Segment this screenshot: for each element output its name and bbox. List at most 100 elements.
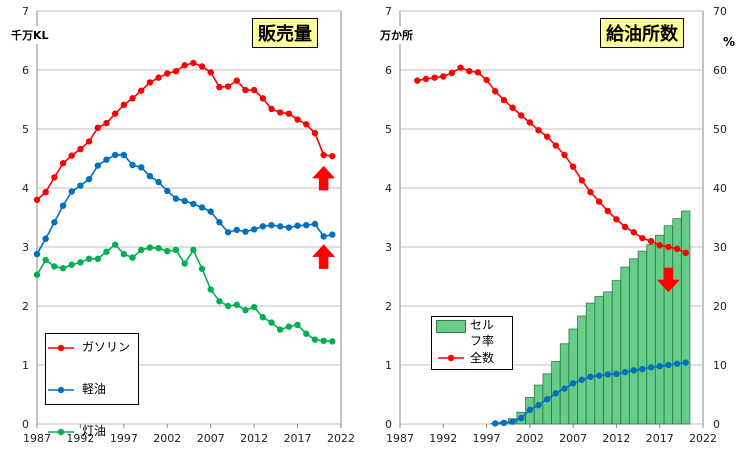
stations-x-tick-label: 2022 [689, 432, 717, 445]
gasoline-series-point [285, 110, 293, 117]
self-rate-bar [663, 225, 674, 425]
diesel-series-point [59, 202, 67, 209]
gas-station-chart: 0 1 2 3 4 5 6 7 1987 1992 1997 2002 2007 2012 2017 2022… [385, 5, 727, 445]
stations-x-tick-label: 2017 [646, 432, 674, 445]
sales-y-tick-label: 0 [22, 418, 29, 431]
total-stations-series-point [673, 245, 681, 252]
sales-y-tick-label: 1 [22, 359, 29, 372]
diesel-series-point [129, 161, 136, 169]
stations-x-tick-label: 1997 [473, 432, 501, 445]
gasoline-series-point [233, 77, 240, 84]
legend-label-total: 全数 [470, 351, 495, 365]
gasoline-series-point [85, 138, 93, 145]
self-stations-series-point [526, 406, 534, 414]
diesel-series-point [320, 233, 327, 240]
self-stations-series-point [587, 373, 594, 380]
gasoline-series-point [268, 105, 275, 113]
diesel-series-point [181, 197, 188, 205]
total-stations-series-point [483, 76, 490, 84]
legend-item-diesel: 軽油 [46, 379, 138, 400]
gasoline-series-point [181, 62, 188, 69]
diesel-series-point [190, 200, 197, 208]
self-stations-series-point [656, 362, 663, 370]
kerosene-series-point [198, 265, 206, 273]
legend-label: 灯油 [82, 424, 107, 438]
diesel-series-point [294, 222, 301, 229]
total-stations-series-point [431, 74, 438, 81]
self-stations-series-point [561, 385, 568, 392]
self-stations-series-point [682, 359, 689, 366]
self-rate-bar [629, 258, 639, 425]
up-arrow-icon [312, 244, 336, 269]
gasoline-series-point [172, 67, 180, 75]
sales-x-tick-label: 1997 [110, 432, 138, 445]
stations-y-right-tick-label: 40 [713, 182, 727, 195]
diesel-series-point [303, 221, 310, 229]
self-stations-series-point [492, 420, 499, 427]
diesel-series-point [311, 220, 319, 228]
stations-legend: セル フ率 全数 [431, 316, 513, 370]
kerosene-series-point [68, 261, 75, 268]
gasoline-series-point [242, 86, 249, 94]
kerosene-series-point [224, 302, 232, 310]
total-stations-series-point [647, 237, 655, 245]
sales-volume-chart-panel: 0 1 2 3 4 5 6 7 1987 1992 1997 2002 2007 2012 2017 2022… [0, 0, 365, 453]
self-stations-series-point [569, 380, 577, 387]
diesel-series-point [33, 250, 41, 258]
gasoline-series-point [216, 83, 223, 91]
stations-y-tick-label: 1 [385, 359, 392, 372]
self-rate-bar [559, 343, 570, 425]
total-stations-series-point [613, 216, 620, 223]
kerosene-series-point [190, 246, 197, 254]
total-stations-series-point [509, 104, 516, 111]
gasoline-series-point [59, 160, 67, 167]
self-stations-series-point [500, 419, 508, 427]
diesel-series-point [277, 223, 284, 230]
self-stations-series-point [647, 364, 655, 371]
diesel-series-point [42, 235, 49, 242]
gasoline-series-point [111, 110, 119, 117]
kerosene-series-point [277, 326, 284, 333]
total-stations-series-point [569, 163, 577, 170]
legend-item-kerosene: 灯油 [46, 421, 138, 442]
diesel-series-point [146, 173, 154, 180]
total-stations-series-point [639, 234, 646, 242]
gasoline-series-point [33, 196, 41, 203]
sales-x-tick-label: 2017 [284, 432, 312, 445]
legend-bar-swatch-icon [436, 320, 466, 333]
legend-label-self-rate-line2: フ率 [470, 334, 495, 348]
sales-x-tick-label: 2007 [197, 432, 225, 445]
legend-line-marker-icon [48, 344, 74, 352]
stations-unit-label: 万か所 [378, 26, 415, 44]
stations-y-tick-label: 4 [385, 182, 392, 195]
self-rate-bar [620, 266, 630, 425]
self-stations-series-point [518, 414, 525, 422]
gasoline-series-point [190, 59, 197, 67]
diesel-series-point [85, 175, 93, 183]
stations-y-tick-label: 5 [385, 123, 392, 136]
total-stations-series-point [448, 69, 456, 77]
sales-legend: ガソリン 軽油 灯油 [45, 333, 139, 438]
gasoline-series-point [250, 86, 258, 94]
diesel-series-point [155, 178, 162, 186]
diesel-series-point [138, 164, 145, 171]
total-stations-series-point [474, 69, 482, 76]
stations-y-right-tick-label: 50 [713, 123, 727, 136]
sales-y-tick-label: 4 [22, 182, 29, 195]
self-stations-series-point [578, 376, 585, 383]
gasoline-series-point [155, 74, 162, 81]
kerosene-series-point [77, 259, 84, 266]
diesel-series-point [216, 219, 223, 226]
gasoline-series-point [138, 87, 145, 94]
gasoline-series-point [207, 69, 214, 76]
sales-x-tick-label: 2022 [327, 432, 355, 445]
gasoline-series-point [320, 151, 327, 159]
legend-label: ガソリン [82, 340, 131, 354]
gasoline-series-point [311, 129, 319, 137]
self-stations-series-point [509, 418, 516, 425]
total-stations-series-point [440, 73, 447, 80]
sales-y-tick-label: 6 [22, 64, 29, 77]
total-stations-series-point [604, 207, 611, 215]
kerosene-series-point [320, 337, 327, 345]
total-stations-series-point [656, 242, 663, 249]
